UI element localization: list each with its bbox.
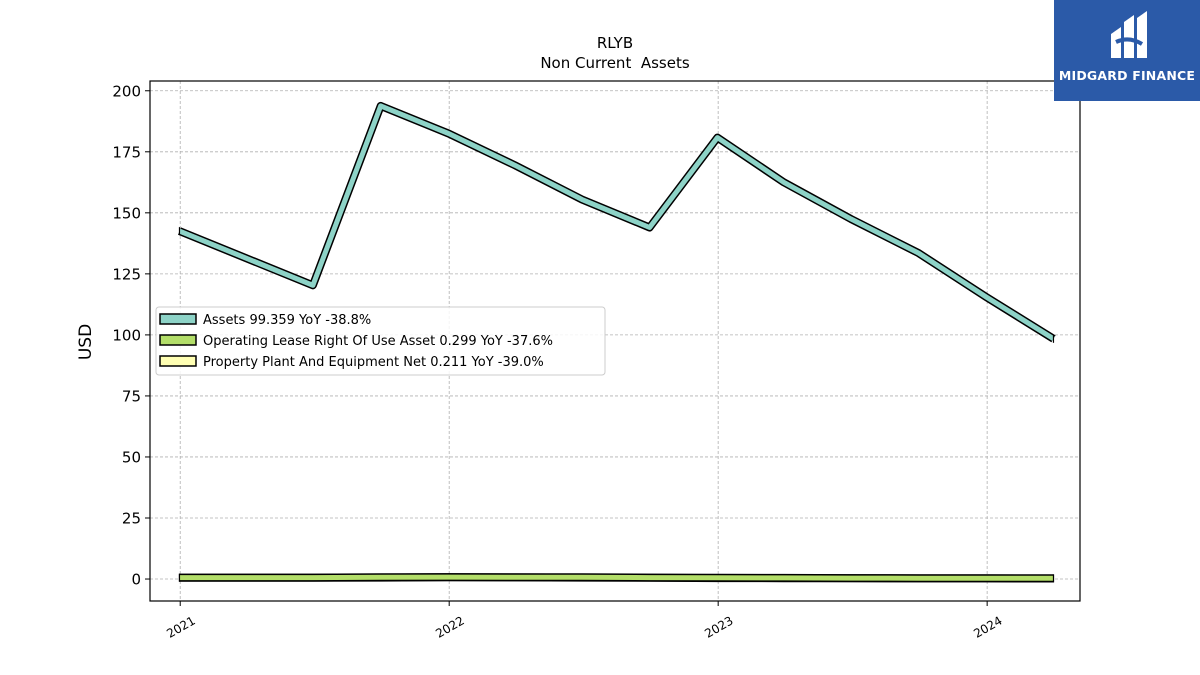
chart-subtitle: Non Current Assets (540, 54, 690, 72)
x-tick-label: 2022 (433, 613, 466, 640)
y-axis-label: USD (76, 324, 96, 360)
y-tick-label: 0 (131, 571, 141, 589)
legend-box (155, 306, 606, 376)
y-tick-label: 100 (112, 326, 141, 344)
legend: Assets 99.359 YoY -38.8% Operating Lease … (155, 306, 606, 376)
legend-swatch (159, 334, 197, 346)
midgard-finance-logo: MIDGARD FINANCE (1054, 0, 1200, 101)
series-line (179, 574, 1054, 581)
legend-label: Assets 99.359 YoY -38.8% (203, 313, 371, 328)
series-1 (178, 573, 1055, 583)
y-tick-label: 75 (122, 387, 141, 405)
midgard-logo-icon (1111, 11, 1147, 58)
y-tick-label: 50 (122, 448, 141, 466)
y-tick-label: 200 (112, 82, 141, 100)
chart-title: RLYB (597, 34, 633, 52)
x-tick-label: 2023 (702, 613, 735, 640)
series-line (178, 103, 1055, 341)
series-0 (177, 101, 1056, 343)
x-tick-label: 2021 (164, 613, 197, 640)
legend-swatch (159, 355, 197, 367)
legend-label: Operating Lease Right Of Use Asset 0.299… (203, 334, 553, 349)
plot-frame (149, 80, 1081, 602)
legend-label: Property Plant And Equipment Net 0.211 Y… (203, 355, 544, 370)
y-tick-label: 125 (112, 265, 141, 283)
y-tick-label: 25 (122, 509, 141, 527)
y-tick-label: 150 (112, 204, 141, 222)
y-tick-label: 175 (112, 143, 141, 161)
legend-swatch (159, 313, 197, 325)
series-line-outline (177, 101, 1056, 343)
x-tick-label: 2024 (971, 613, 1004, 640)
series-layer (177, 101, 1056, 583)
logo-text: MIDGARD FINANCE (1058, 68, 1196, 83)
